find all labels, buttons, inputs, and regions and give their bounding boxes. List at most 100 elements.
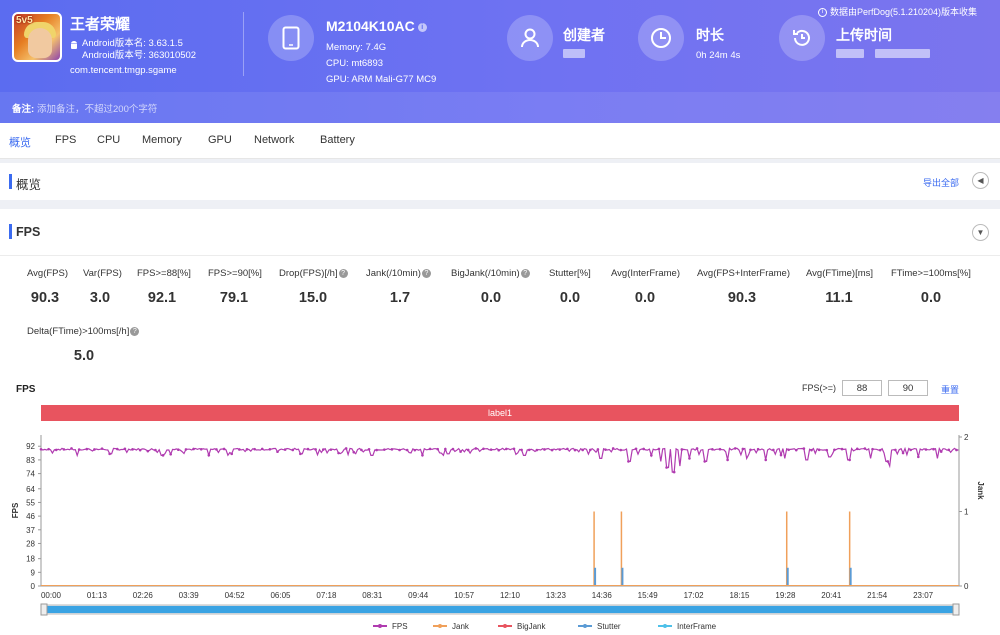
fps-point — [619, 448, 623, 452]
fps-point — [85, 447, 89, 451]
help-icon[interactable]: ? — [520, 268, 530, 278]
fps-point — [924, 448, 928, 451]
report-header: 5v5 王者荣耀 Android版本名: 3.63.1.5 Android版本号… — [0, 0, 1000, 123]
fps-point — [840, 447, 844, 451]
device-model: M2104K10AC i — [326, 18, 427, 34]
fps-point — [535, 448, 539, 452]
help-icon[interactable]: ? — [421, 268, 431, 278]
y-tick-label: 92 — [26, 442, 35, 451]
fps-point — [581, 448, 584, 452]
fps-point — [848, 458, 851, 462]
tab-overview[interactable]: 概览 — [9, 137, 31, 149]
tab-network[interactable]: Network — [254, 134, 295, 146]
fps-point — [627, 460, 630, 463]
stat-help-label: BigJank(/10min)? — [451, 268, 530, 279]
fps-point — [939, 450, 943, 453]
x-tick-label: 04:52 — [225, 591, 246, 600]
collapse-left-button[interactable]: ◀ — [972, 172, 989, 189]
fps-point — [558, 448, 562, 451]
fps-point — [817, 448, 821, 452]
chart-title: FPS — [16, 384, 36, 395]
fps-point — [794, 448, 798, 452]
fps-section-title: FPS — [16, 225, 41, 239]
tab-gpu[interactable]: GPU — [208, 134, 232, 146]
app-icon-face — [28, 28, 52, 58]
legend-label: Stutter — [597, 622, 621, 631]
help-icon[interactable]: ? — [338, 268, 348, 278]
stat-label-text: Jank(/10min) — [366, 268, 421, 279]
reset-button[interactable]: 重置 — [941, 385, 960, 395]
fps-point — [123, 447, 127, 451]
divider — [0, 255, 1000, 256]
fps-point — [733, 447, 737, 450]
fps-point — [527, 448, 531, 452]
help-icon[interactable]: ? — [130, 326, 140, 336]
export-all-button[interactable]: 导出全部 — [923, 178, 960, 188]
fps-point — [932, 447, 935, 451]
fps-point — [718, 447, 722, 451]
stat-help-label: Delta(FTime)>100ms[/h]? — [27, 326, 140, 337]
creator-value-redacted — [563, 49, 585, 58]
fps-point — [283, 448, 287, 451]
label-band[interactable]: label1 — [41, 405, 959, 421]
fps-point — [360, 448, 363, 452]
legend-label: FPS — [392, 622, 408, 631]
fps-point — [47, 447, 50, 451]
tab-cpu[interactable]: CPU — [97, 134, 121, 146]
fps-point — [833, 448, 836, 452]
fps-point — [634, 447, 638, 451]
legend-label: Jank — [452, 622, 470, 631]
x-tick-label: 20:41 — [821, 591, 842, 600]
fps-point — [215, 448, 218, 451]
x-tick-label: 08:31 — [362, 591, 383, 600]
stat-label: Var(FPS) — [83, 268, 122, 279]
header-divider — [243, 12, 244, 76]
version-note-text: 数据由PerfDog(5.1.210204)版本收集 — [829, 7, 977, 17]
fps-point — [543, 448, 546, 451]
fps-point — [405, 448, 409, 452]
fps-point — [184, 448, 188, 451]
y2-tick-label: 2 — [964, 433, 969, 442]
fps-point — [352, 450, 356, 454]
remark-input[interactable]: 添加备注，不超过200个字符 — [37, 104, 158, 115]
stat-label: FPS>=90[%] — [208, 268, 262, 279]
x-tick-label: 01:13 — [87, 591, 108, 600]
fps-point — [604, 448, 607, 451]
y-tick-label: 9 — [31, 568, 36, 577]
fps-point — [314, 448, 317, 451]
fps-point — [802, 447, 806, 450]
fps-point — [520, 448, 523, 452]
tab-memory[interactable]: Memory — [142, 134, 182, 146]
fps-point — [306, 447, 310, 451]
info-icon[interactable]: i — [417, 22, 427, 32]
y-tick-label: 18 — [26, 555, 35, 564]
fps-point — [917, 455, 920, 459]
fps-point — [688, 457, 691, 460]
fps-threshold-high-input[interactable] — [888, 380, 928, 396]
range-handle-left — [40, 603, 48, 616]
fps-point — [169, 452, 172, 456]
fps-point — [131, 448, 134, 451]
version-note: i 数据由PerfDog(5.1.210204)版本收集 — [817, 5, 977, 18]
y-axis-label: FPS — [11, 502, 20, 518]
fps-point — [497, 448, 501, 452]
fps-point — [955, 448, 958, 452]
fps-point — [787, 448, 790, 452]
fps-point — [871, 447, 874, 451]
stat-label-text: Drop(FPS)[/h] — [279, 268, 338, 279]
fps-point — [825, 448, 829, 452]
tab-fps[interactable]: FPS — [55, 134, 77, 146]
fps-point — [398, 448, 401, 452]
fps-point — [375, 448, 378, 452]
fps-point — [115, 447, 119, 451]
collapse-down-button[interactable]: ▼ — [972, 224, 989, 241]
chevron-down-icon: ▼ — [976, 228, 985, 237]
fps-point — [199, 447, 203, 451]
legend-label: BigJank — [517, 622, 546, 631]
tab-battery[interactable]: Battery — [320, 134, 355, 146]
fps-threshold-low-input[interactable] — [842, 380, 882, 396]
fps-point — [100, 447, 104, 450]
stat-label: FTime>=100ms[%] — [891, 268, 971, 279]
fps-point — [749, 448, 752, 452]
chevron-left-icon: ◀ — [977, 176, 984, 185]
